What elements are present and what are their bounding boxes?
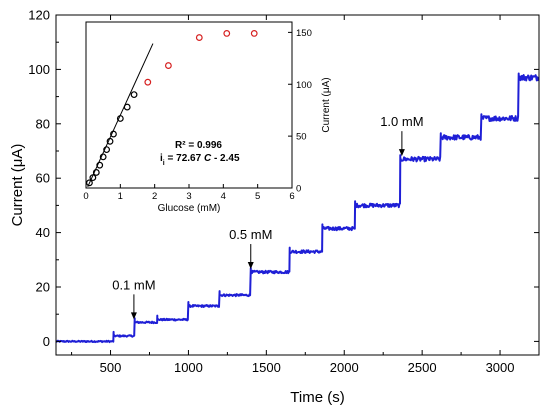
- data-point: [164, 62, 172, 69]
- y-axis-title: Current (μA): [9, 144, 26, 227]
- fit-equation: ii = 72.67 C - 2.45: [160, 153, 240, 167]
- data-point: [103, 146, 110, 154]
- data-point: [99, 153, 107, 161]
- r-squared-label: R² = 0.996: [175, 140, 222, 151]
- inset-y-tick-label: 150: [296, 28, 312, 39]
- annotation-arrowhead: [130, 312, 137, 320]
- fit-equation-part: i: [163, 160, 165, 167]
- data-point: [195, 34, 203, 41]
- x-axis-title: Time (s): [290, 389, 344, 406]
- inset-x-tick-label: 4: [221, 191, 226, 202]
- plot-frame: [55, 14, 540, 356]
- y-tick-label: 120: [28, 8, 50, 23]
- y-tick-label: 0: [43, 334, 50, 349]
- y-tick-label: 40: [36, 225, 50, 240]
- data-point: [130, 91, 138, 99]
- fit-equation-part: C: [204, 153, 212, 164]
- data-point: [92, 169, 100, 176]
- inset-y-tick-label: 0: [296, 184, 301, 195]
- inset-y-tick-label: 100: [296, 80, 312, 91]
- data-point: [106, 137, 114, 145]
- data-point: [116, 115, 124, 122]
- fit-equation-part: - 2.45: [211, 153, 240, 164]
- data-point: [110, 130, 117, 138]
- annotation-label: 0.5 mM: [229, 227, 272, 242]
- y-tick-label: 100: [28, 62, 50, 77]
- annotation-arrowhead: [398, 149, 405, 157]
- x-tick-label: 500: [100, 360, 122, 375]
- data-point: [123, 103, 131, 111]
- data-series-trace: [55, 72, 540, 344]
- inset-x-tick-label: 5: [255, 191, 260, 202]
- y-tick-label: 60: [36, 171, 50, 186]
- annotation-arrowhead: [247, 262, 254, 270]
- data-point: [89, 174, 97, 182]
- inset-x-tick-label: 6: [289, 191, 294, 202]
- data-point: [86, 179, 93, 187]
- data-point: [223, 30, 231, 37]
- annotation-label: 1.0 mM: [380, 114, 423, 129]
- inset-frame: [85, 21, 293, 189]
- inset-y-tick-label: 50: [296, 132, 307, 143]
- inset-x-axis-title: Glucose (mM): [158, 203, 221, 214]
- data-point: [96, 161, 104, 169]
- inset-x-tick-label: 1: [118, 191, 123, 202]
- main-plot: 500 1000 1500 2000 2500 3000020406080100120Ti…: [9, 8, 540, 406]
- inset-x-tick-label: 0: [83, 191, 88, 202]
- data-point: [144, 78, 152, 86]
- x-tick-label: 2000: [330, 360, 359, 375]
- x-tick-label: 2500: [408, 360, 437, 375]
- y-tick-label: 20: [36, 280, 50, 295]
- inset-x-tick-label: 3: [186, 191, 191, 202]
- x-tick-label: 3000: [486, 360, 515, 375]
- y-tick-label: 80: [36, 116, 50, 131]
- inset-y-axis-title: Current (μA): [321, 77, 332, 132]
- fit-equation-part: i: [160, 153, 163, 164]
- data-point: [250, 30, 258, 37]
- fit-equation-part: = 72.67: [165, 153, 204, 164]
- inset-x-tick-label: 2: [152, 191, 157, 202]
- x-tick-label: 1000: [174, 360, 203, 375]
- annotation-label: 0.1 mM: [112, 277, 155, 292]
- x-tick-label: 1500: [252, 360, 281, 375]
